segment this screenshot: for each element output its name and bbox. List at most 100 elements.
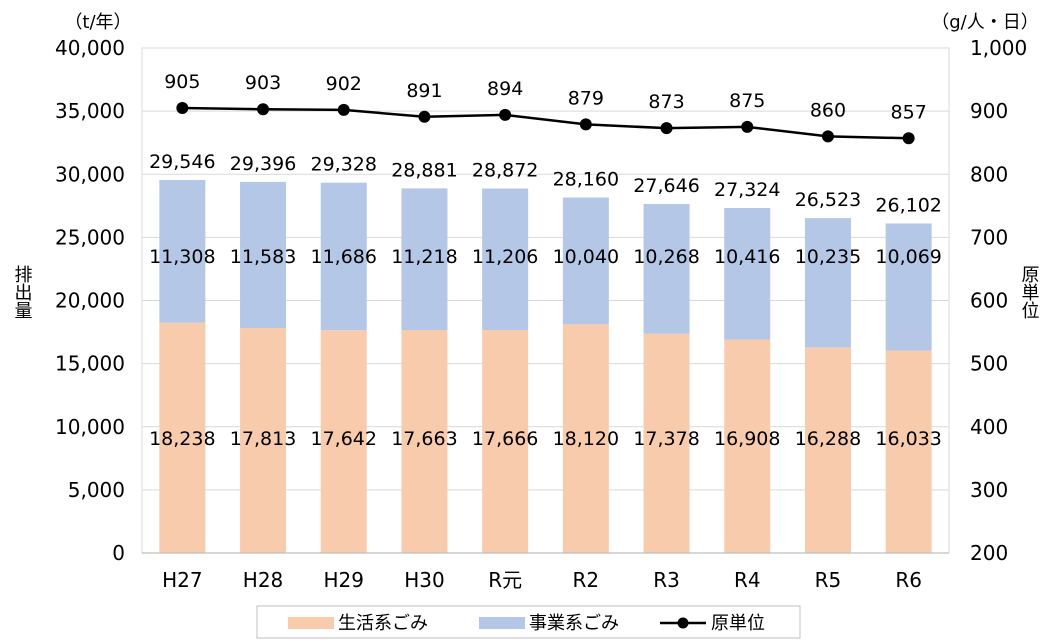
legend-label-unit: 原単位 bbox=[711, 613, 765, 634]
data-label-business: 10,268 bbox=[633, 246, 699, 268]
unit-point bbox=[499, 108, 512, 121]
unit-point bbox=[660, 122, 673, 135]
y-left-tick-label: 25,000 bbox=[55, 225, 125, 249]
data-label-unit: 905 bbox=[164, 71, 200, 93]
data-label-business: 11,308 bbox=[149, 246, 215, 268]
x-tick-label: R4 bbox=[734, 568, 761, 592]
x-tick-label: H30 bbox=[404, 568, 445, 592]
bar-business bbox=[401, 188, 448, 331]
data-label-total: 27,324 bbox=[714, 179, 780, 201]
bar-business bbox=[240, 181, 287, 329]
bar-household bbox=[159, 322, 206, 553]
bar-business bbox=[804, 218, 851, 348]
data-label-total: 26,102 bbox=[875, 194, 941, 216]
bar-business bbox=[562, 197, 609, 325]
y-right-tick-label: 900 bbox=[970, 99, 1008, 123]
data-label-business: 10,416 bbox=[714, 246, 780, 268]
unit-point bbox=[257, 103, 270, 116]
data-label-total: 29,546 bbox=[149, 151, 215, 173]
legend-label-household: 生活系ごみ bbox=[338, 613, 428, 634]
data-label-household: 18,238 bbox=[149, 428, 215, 450]
legend-swatch-unit-marker bbox=[677, 617, 689, 629]
bar-business bbox=[885, 223, 932, 351]
x-tick-label: R2 bbox=[573, 568, 600, 592]
x-tick-label: H28 bbox=[243, 568, 284, 592]
bar-business bbox=[724, 208, 771, 340]
y-right-tick-label: 1,000 bbox=[970, 36, 1027, 60]
data-label-total: 28,881 bbox=[391, 159, 457, 181]
data-label-household: 17,378 bbox=[633, 428, 699, 450]
right-axis-unit: （g/人・日） bbox=[931, 12, 1039, 33]
y-right-tick-label: 300 bbox=[970, 478, 1008, 502]
bar-business bbox=[643, 203, 690, 334]
bars bbox=[159, 179, 932, 553]
y-left-tick-label: 40,000 bbox=[55, 36, 125, 60]
data-label-unit: 903 bbox=[245, 72, 281, 94]
data-label-total: 28,160 bbox=[553, 168, 619, 190]
y-right-tick-label: 600 bbox=[970, 289, 1008, 313]
data-label-household: 17,642 bbox=[311, 428, 377, 450]
y-right-tick-label: 700 bbox=[970, 225, 1008, 249]
data-label-business: 11,206 bbox=[472, 246, 538, 268]
bar-household bbox=[562, 324, 609, 553]
bar-household bbox=[885, 350, 932, 553]
bar-business bbox=[482, 188, 529, 330]
data-label-total: 27,646 bbox=[633, 175, 699, 197]
left-axis-title: 排出量 bbox=[12, 265, 33, 319]
y-left-tick-label: 0 bbox=[112, 541, 125, 565]
data-label-unit: 857 bbox=[891, 101, 927, 123]
data-label-household: 17,663 bbox=[391, 428, 457, 450]
data-label-unit: 879 bbox=[568, 87, 604, 109]
data-label-household: 18,120 bbox=[553, 428, 619, 450]
unit-point bbox=[337, 103, 350, 116]
legend-swatch-business bbox=[479, 617, 525, 629]
data-label-total: 29,328 bbox=[311, 154, 377, 176]
data-label-business: 10,040 bbox=[553, 246, 619, 268]
data-label-household: 17,813 bbox=[230, 428, 296, 450]
data-label-business: 10,235 bbox=[795, 246, 861, 268]
bar-business bbox=[320, 182, 367, 331]
bar-business bbox=[159, 179, 206, 323]
unit-point bbox=[902, 132, 915, 145]
legend-swatch-household bbox=[288, 617, 334, 629]
bar-household bbox=[401, 330, 448, 553]
x-tick-label: R5 bbox=[815, 568, 842, 592]
unit-line-series bbox=[176, 101, 915, 145]
unit-line bbox=[182, 106, 909, 140]
bar-household bbox=[724, 339, 771, 553]
y-right-tick-label: 400 bbox=[970, 415, 1008, 439]
unit-point bbox=[418, 110, 431, 123]
x-tick-label: R6 bbox=[895, 568, 922, 592]
data-labels: 18,238 11,308 29,546 17,813 11,583 29,396 17,6… bbox=[149, 71, 942, 450]
bar-household bbox=[320, 330, 367, 553]
y-left-tick-label: 15,000 bbox=[55, 352, 125, 376]
bar-household bbox=[240, 328, 287, 553]
y-right-tick-label: 200 bbox=[970, 541, 1008, 565]
unit-point bbox=[741, 120, 754, 133]
y-left-tick-label: 30,000 bbox=[55, 162, 125, 186]
data-label-household: 16,288 bbox=[795, 428, 861, 450]
y-left-tick-label: 20,000 bbox=[55, 289, 125, 313]
data-label-unit: 860 bbox=[810, 99, 846, 121]
data-label-household: 16,908 bbox=[714, 428, 780, 450]
unit-point bbox=[579, 118, 592, 131]
y-right-tick-label: 800 bbox=[970, 162, 1008, 186]
data-label-total: 28,872 bbox=[472, 159, 538, 181]
x-tick-label: R元 bbox=[488, 568, 522, 592]
data-label-total: 26,523 bbox=[795, 189, 861, 211]
x-tick-label: H27 bbox=[162, 568, 203, 592]
legend: 生活系ごみ 事業系ごみ 原単位 bbox=[256, 605, 801, 639]
y-left-tick-label: 35,000 bbox=[55, 99, 125, 123]
axes: 0 5,000 10,000 15,000 20,000 25,000 30,000 35,0… bbox=[55, 36, 1027, 592]
data-label-household: 17,666 bbox=[472, 428, 538, 450]
unit-point bbox=[176, 101, 189, 114]
y-left-tick-label: 10,000 bbox=[55, 415, 125, 439]
data-label-business: 10,069 bbox=[875, 246, 941, 268]
data-label-unit: 894 bbox=[487, 78, 523, 100]
legend-frame bbox=[256, 605, 801, 639]
bar-household bbox=[804, 347, 851, 553]
unit-point bbox=[821, 130, 834, 143]
y-left-tick-label: 5,000 bbox=[68, 478, 125, 502]
bar-household bbox=[482, 329, 529, 553]
x-tick-label: R3 bbox=[653, 568, 680, 592]
